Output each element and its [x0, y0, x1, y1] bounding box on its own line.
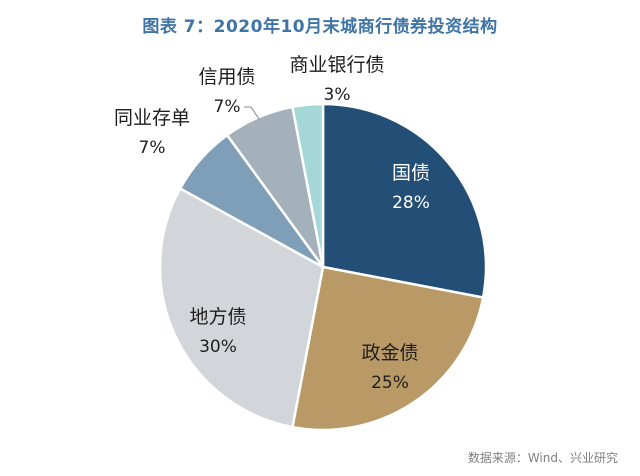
pie-slice-6: [290, 102, 325, 268]
slice-value-label-5: 7%: [214, 97, 241, 117]
slice-value-label-3: 30%: [199, 337, 237, 357]
slice-name-label-4: 同业存单: [114, 107, 190, 129]
slice-value-label-6: 3%: [324, 85, 351, 105]
slice-name-label-3: 地方债: [189, 306, 246, 328]
pie-slices: [158, 102, 488, 432]
slice-name-label-1: 国债: [392, 162, 430, 184]
slice-value-label-2: 25%: [371, 373, 409, 393]
slice-labels: 国债 28% 政金债 25% 地方债 30% 同业存单 7% 信用债 7% 商业银行债 3%: [114, 54, 430, 393]
leader-lines: [244, 106, 260, 120]
pie-slice-2: [290, 265, 485, 432]
slice-value-label-1: 28%: [392, 193, 430, 213]
slice-name-label-5: 信用债: [198, 66, 255, 88]
leader-line-5: [244, 106, 260, 120]
chart-title: 图表 7：2020年10月末城商行债券投资结构: [142, 17, 498, 37]
pie-slice-3: [158, 186, 325, 429]
slice-name-label-2: 政金债: [361, 342, 418, 364]
source-note: 数据来源：Wind、兴业研究: [467, 451, 618, 465]
slice-name-label-6: 商业银行债: [289, 54, 384, 76]
pie-slice-1: [321, 102, 488, 300]
slice-value-label-4: 7%: [139, 138, 166, 158]
